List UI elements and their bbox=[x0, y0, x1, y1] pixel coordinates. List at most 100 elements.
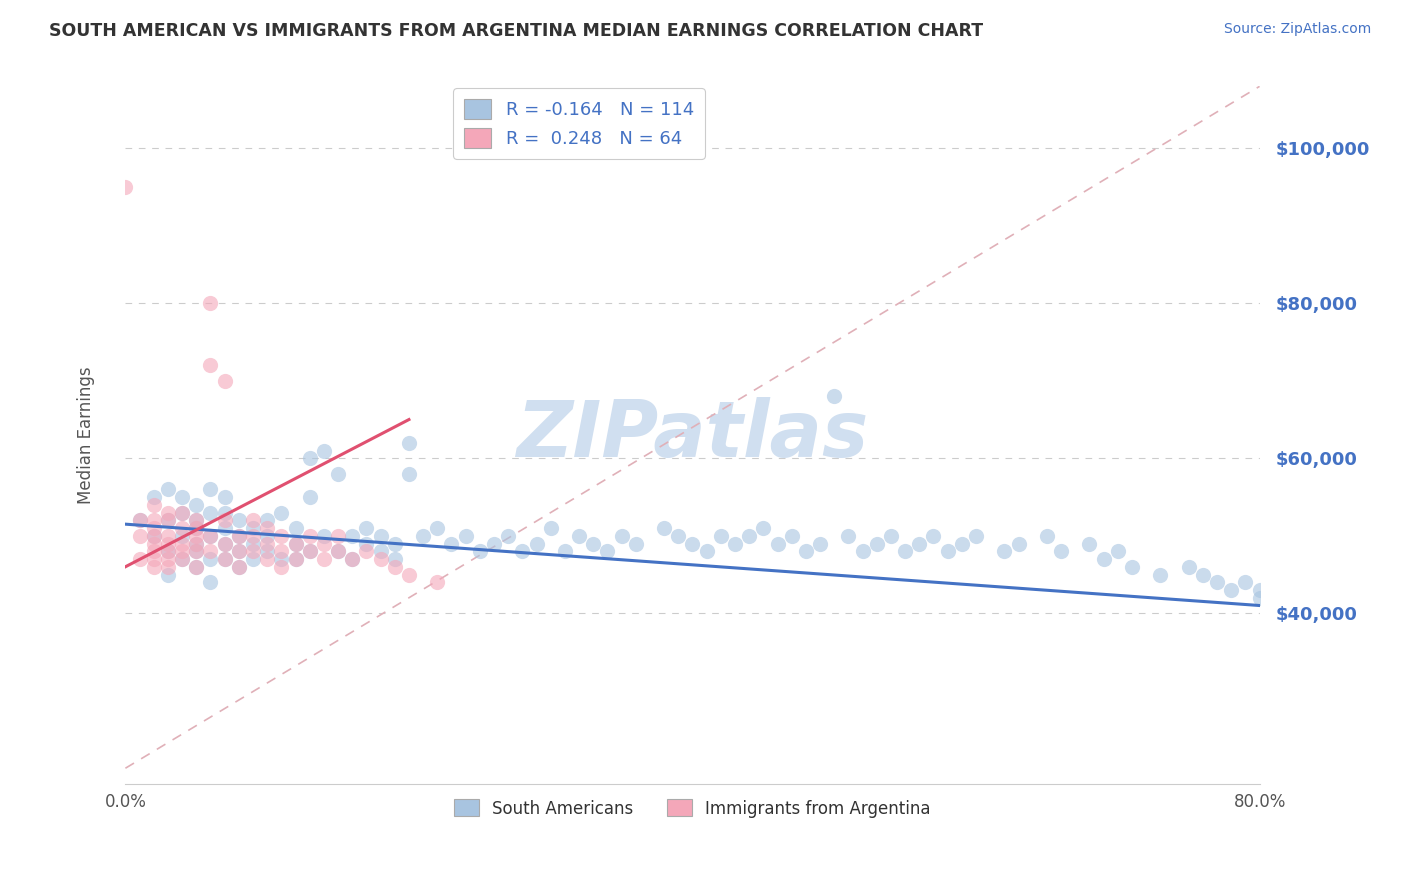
Point bbox=[1092, 552, 1115, 566]
Point bbox=[724, 536, 747, 550]
Point bbox=[766, 536, 789, 550]
Point bbox=[284, 552, 307, 566]
Point bbox=[1177, 559, 1199, 574]
Point bbox=[482, 536, 505, 550]
Point bbox=[398, 467, 420, 481]
Point bbox=[156, 559, 179, 574]
Point bbox=[652, 521, 675, 535]
Point bbox=[172, 552, 194, 566]
Point bbox=[142, 552, 165, 566]
Point bbox=[228, 559, 250, 574]
Point bbox=[214, 374, 236, 388]
Point bbox=[284, 536, 307, 550]
Point bbox=[610, 529, 633, 543]
Point bbox=[1249, 582, 1271, 597]
Point bbox=[200, 575, 222, 590]
Point bbox=[214, 552, 236, 566]
Point bbox=[214, 521, 236, 535]
Point bbox=[256, 536, 278, 550]
Point bbox=[156, 513, 179, 527]
Point bbox=[752, 521, 775, 535]
Text: Median Earnings: Median Earnings bbox=[77, 367, 94, 504]
Point bbox=[1078, 536, 1101, 550]
Point bbox=[172, 521, 194, 535]
Point bbox=[186, 521, 208, 535]
Point bbox=[412, 529, 434, 543]
Point bbox=[242, 521, 264, 535]
Point bbox=[837, 529, 859, 543]
Point bbox=[582, 536, 605, 550]
Point bbox=[710, 529, 733, 543]
Point bbox=[214, 506, 236, 520]
Point bbox=[298, 544, 321, 558]
Point bbox=[186, 513, 208, 527]
Point bbox=[1149, 567, 1171, 582]
Point bbox=[256, 521, 278, 535]
Point bbox=[454, 529, 477, 543]
Point bbox=[186, 536, 208, 550]
Point bbox=[200, 359, 222, 373]
Point bbox=[468, 544, 491, 558]
Point bbox=[1206, 575, 1229, 590]
Point bbox=[242, 544, 264, 558]
Point bbox=[326, 529, 349, 543]
Point bbox=[172, 490, 194, 504]
Point bbox=[214, 536, 236, 550]
Point bbox=[142, 490, 165, 504]
Point bbox=[270, 529, 292, 543]
Point bbox=[172, 544, 194, 558]
Point bbox=[200, 483, 222, 497]
Point bbox=[356, 544, 378, 558]
Text: Source: ZipAtlas.com: Source: ZipAtlas.com bbox=[1223, 22, 1371, 37]
Point bbox=[1220, 582, 1243, 597]
Point bbox=[312, 552, 335, 566]
Point bbox=[270, 506, 292, 520]
Point bbox=[738, 529, 761, 543]
Point bbox=[228, 513, 250, 527]
Point bbox=[384, 552, 406, 566]
Point bbox=[384, 559, 406, 574]
Point bbox=[256, 544, 278, 558]
Point bbox=[922, 529, 945, 543]
Point bbox=[270, 544, 292, 558]
Point bbox=[384, 536, 406, 550]
Point bbox=[228, 529, 250, 543]
Point bbox=[172, 552, 194, 566]
Point bbox=[114, 180, 136, 194]
Point bbox=[186, 559, 208, 574]
Point bbox=[1121, 559, 1143, 574]
Point bbox=[342, 552, 364, 566]
Point bbox=[142, 559, 165, 574]
Point bbox=[908, 536, 931, 550]
Point bbox=[256, 552, 278, 566]
Point bbox=[284, 521, 307, 535]
Point bbox=[326, 544, 349, 558]
Point bbox=[214, 536, 236, 550]
Point bbox=[128, 513, 150, 527]
Point bbox=[242, 536, 264, 550]
Point bbox=[426, 575, 449, 590]
Point bbox=[256, 529, 278, 543]
Point bbox=[284, 552, 307, 566]
Point bbox=[186, 498, 208, 512]
Point bbox=[298, 490, 321, 504]
Point bbox=[326, 467, 349, 481]
Point bbox=[242, 552, 264, 566]
Point bbox=[284, 536, 307, 550]
Point bbox=[186, 513, 208, 527]
Point bbox=[666, 529, 689, 543]
Point bbox=[142, 544, 165, 558]
Point bbox=[172, 506, 194, 520]
Point bbox=[894, 544, 917, 558]
Point bbox=[270, 552, 292, 566]
Point bbox=[156, 552, 179, 566]
Point bbox=[312, 529, 335, 543]
Point bbox=[682, 536, 704, 550]
Point bbox=[200, 544, 222, 558]
Point bbox=[993, 544, 1015, 558]
Point bbox=[356, 536, 378, 550]
Point bbox=[186, 544, 208, 558]
Point bbox=[596, 544, 619, 558]
Point bbox=[156, 529, 179, 543]
Point bbox=[852, 544, 875, 558]
